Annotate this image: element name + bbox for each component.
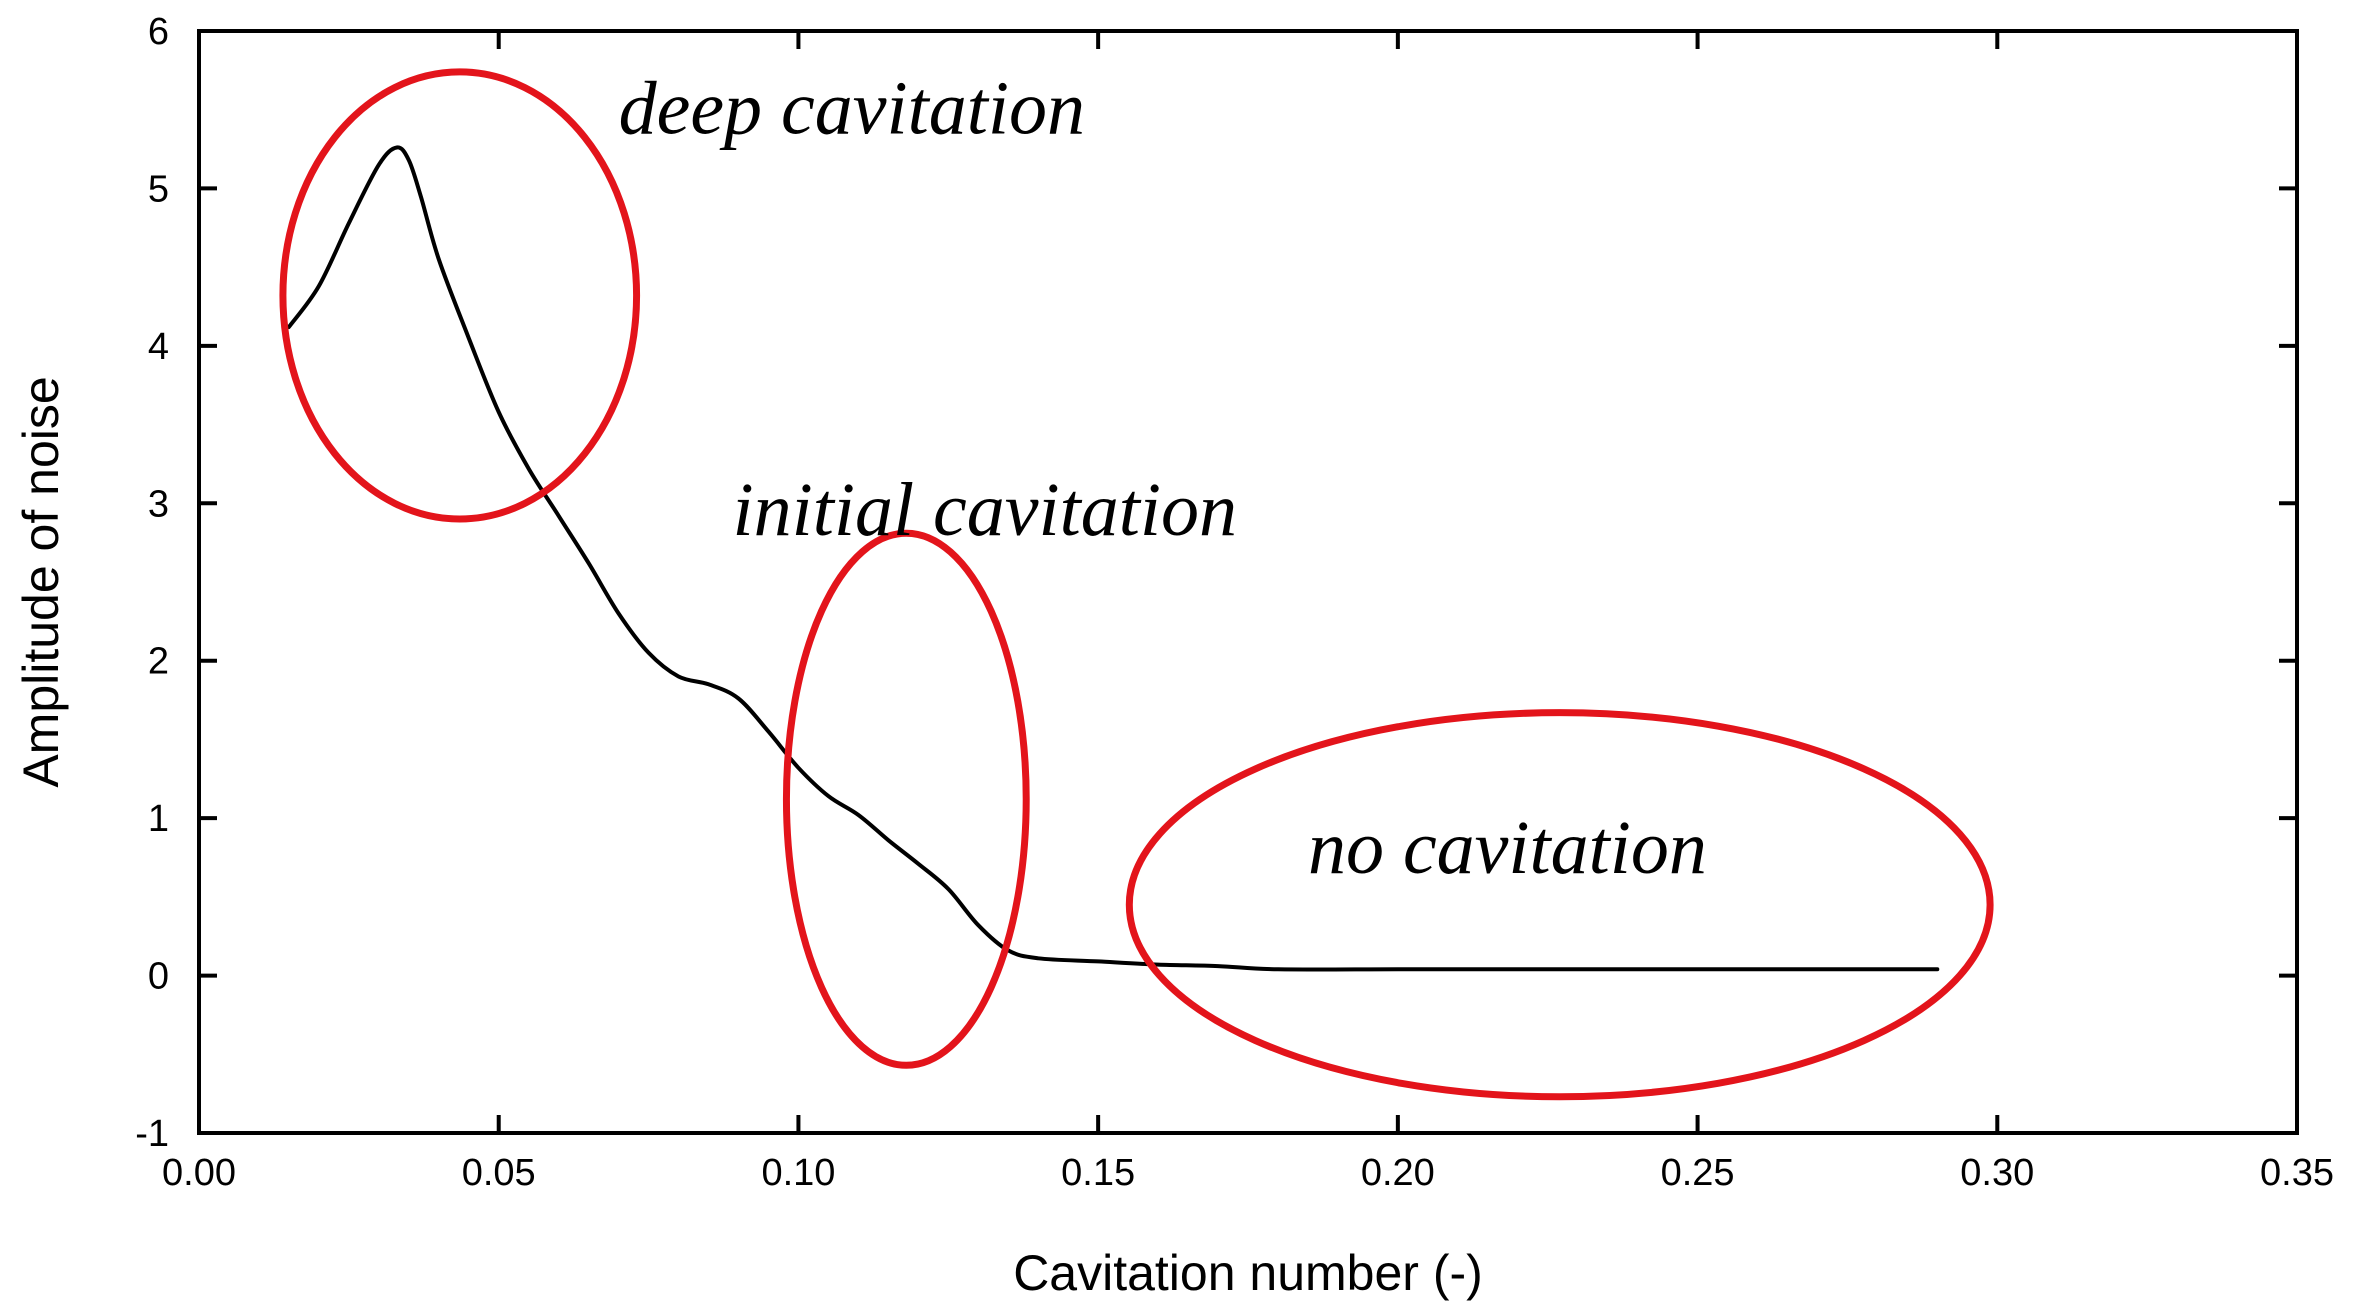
axis-ticks — [197, 29, 2299, 1135]
annotation-label: deep cavitation — [619, 66, 1085, 150]
x-tick-label: 0.30 — [1960, 1152, 2034, 1194]
x-tick-label: 0.00 — [162, 1152, 236, 1194]
y-tick-label: 2 — [148, 641, 169, 683]
x-tick-label: 0.05 — [462, 1152, 536, 1194]
noise-amplitude-line — [286, 145, 1940, 972]
y-tick-label: 5 — [148, 168, 169, 210]
x-tick-labels: 0.00 0.05 0.10 0.15 0.20 0.25 0.30 0.35 — [162, 1152, 2334, 1194]
region-ellipse — [279, 68, 641, 523]
x-axis-title: Cavitation number (-) — [1013, 1245, 1483, 1301]
y-tick-label: 0 — [148, 956, 169, 998]
x-tick-label: 0.10 — [761, 1152, 835, 1194]
region-ellipses — [279, 68, 1994, 1101]
y-axis-title: Amplitude of noise — [13, 376, 69, 787]
y-tick-label: 3 — [148, 483, 169, 525]
x-tick-label: 0.15 — [1061, 1152, 1135, 1194]
plot-frame — [197, 29, 2299, 1135]
annotation-label: initial cavitation — [732, 468, 1237, 552]
x-tick-label: 0.35 — [2260, 1152, 2334, 1194]
annotation-label: no cavitation — [1308, 806, 1707, 890]
y-tick-labels: -1 0 1 2 3 4 5 6 — [135, 11, 169, 1155]
x-tick-label: 0.25 — [1661, 1152, 1735, 1194]
annotations: deep cavitation initial cavitation no cavi… — [619, 66, 1707, 890]
y-tick-label: 1 — [148, 798, 169, 840]
y-tick-label: 4 — [148, 326, 169, 368]
y-tick-label: 6 — [148, 11, 169, 53]
region-ellipse — [1125, 709, 1994, 1101]
region-ellipse — [782, 529, 1030, 1069]
y-tick-label: -1 — [135, 1113, 169, 1155]
x-tick-label: 0.20 — [1361, 1152, 1435, 1194]
